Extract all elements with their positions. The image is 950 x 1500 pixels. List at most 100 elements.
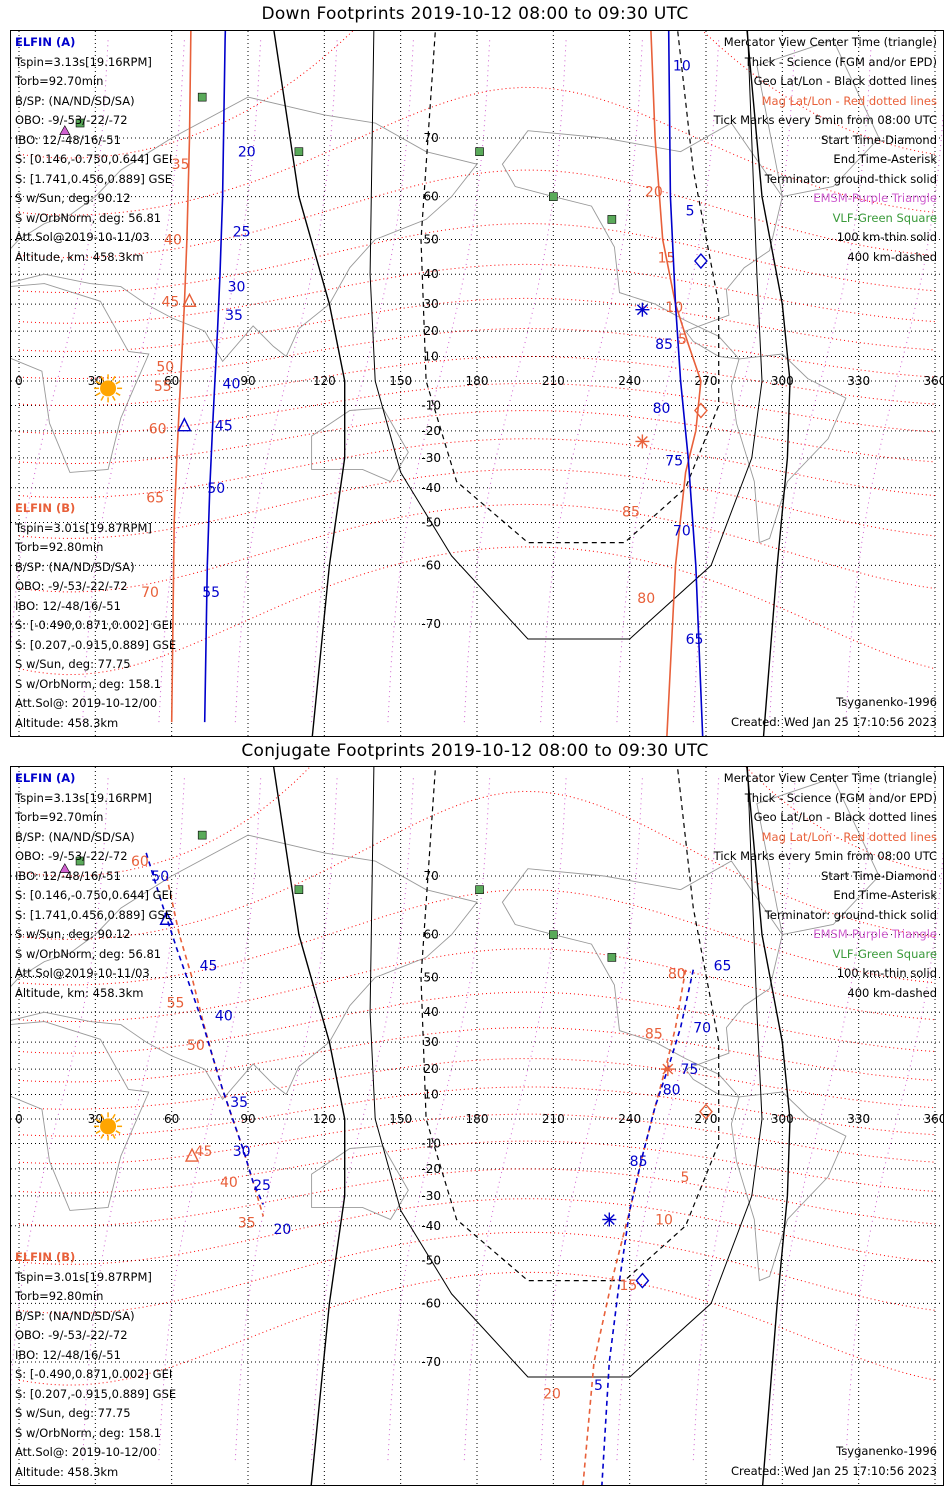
elfin-a-text: ELFIN (A) Tspin=3.13s[19.16RPM] Torb=92.70…	[15, 769, 172, 1003]
tick-label: 70	[141, 585, 159, 601]
vlf-green-square	[607, 953, 617, 962]
info-line: Tspin=3.13s[19.16RPM]	[15, 790, 152, 805]
legend-text: Mercator View Center Time (triangle) Thic…	[714, 33, 937, 267]
info-line: 400 km-dashed	[847, 985, 937, 1000]
lon-label: 330	[847, 374, 870, 388]
tick-label: 85	[645, 1026, 663, 1042]
start-diamond-b	[699, 1103, 713, 1120]
tick-label: 5	[594, 1378, 603, 1394]
lon-label: 180	[466, 374, 489, 388]
tick-label: 55	[167, 995, 185, 1011]
tick-label: 20	[543, 1387, 561, 1403]
mag-meridian	[158, 777, 262, 1461]
tick-label: 20	[238, 145, 256, 161]
tick-label: 60	[131, 854, 149, 870]
mag-parallel	[18, 1168, 936, 1227]
info-line: Altitude, km: 458.3km	[15, 249, 144, 264]
sun-icon	[94, 374, 123, 403]
coastlines	[11, 39, 880, 544]
tick-label: 35	[172, 157, 190, 173]
lat-label: 60	[424, 190, 439, 204]
sun-ray	[100, 375, 105, 381]
info-line: B/SP: (NA/ND/SD/SA)	[15, 93, 135, 108]
info-line: Mercator View Center Time (triangle)	[723, 771, 937, 785]
tick-label: 30	[233, 1144, 251, 1160]
lon-label: 330	[847, 1112, 870, 1126]
orbit-elfin-b-west-ticks: 60 55 50 45 40 35	[131, 854, 256, 1232]
sun-ray	[115, 392, 121, 396]
lon-label: 240	[618, 1112, 641, 1126]
mag-meridian	[463, 39, 567, 723]
lon-label: 60	[164, 374, 179, 388]
sun-ray	[95, 1130, 101, 1134]
satellite-name: ELFIN (A)	[15, 35, 76, 49]
panel-1-title: Down Footprints 2019-10-12 08:00 to 09:3…	[261, 4, 689, 24]
continent-outline	[501, 860, 847, 1282]
info-line: S: [-0.490,0.871,0.002] GEI	[15, 1367, 173, 1381]
info-line: S: [0.146,-0.750,0.644] GEI	[15, 888, 173, 902]
vlf-green-square	[197, 92, 207, 102]
lat-label: -50	[421, 1253, 441, 1267]
sun-ray	[111, 395, 116, 401]
info-line: S: [1.741,0.456,0.889] GSE	[15, 171, 173, 186]
mag-meridian	[11, 39, 109, 652]
continent-outline	[11, 1021, 150, 1211]
legend-text: Mercator View Center Time (triangle) Thic…	[714, 769, 937, 1003]
tick-label: 35	[230, 1095, 248, 1111]
info-line: Mercator View Center Time (triangle)	[723, 35, 937, 49]
orbit-elfin-a-east-ticks: 10 5 85 80 75 70 65	[653, 59, 704, 648]
mag-meridian	[540, 39, 643, 723]
sun-ray	[95, 380, 101, 385]
lat-label: -40	[421, 1219, 441, 1233]
tick-label: 75	[681, 1062, 699, 1078]
info-line: End Time-Asterisk	[833, 152, 937, 166]
info-line: Geo Lat/Lon - Black dotted lines	[753, 810, 937, 824]
tick-label: 50	[151, 869, 169, 885]
center-time-triangle-a	[159, 910, 174, 925]
mag-parallel	[18, 1027, 936, 1083]
lon-label: 0	[15, 1112, 23, 1126]
info-line: Tsyganenko-1996	[836, 1444, 937, 1458]
panel-down-footprints: 0306090120150180210240270300330360706050…	[10, 30, 944, 737]
mag-meridian	[769, 777, 872, 1461]
tick-label: 85	[655, 337, 673, 353]
info-line: B/SP: (NA/ND/SD/SA)	[15, 1308, 135, 1323]
tick-label: 80	[668, 967, 686, 983]
info-line: Terminator: ground-thick solid	[764, 907, 937, 922]
vlf-green-square	[549, 192, 558, 201]
mag-parallel	[18, 31, 936, 159]
sun-disc	[100, 1118, 117, 1135]
terminator-ground-west	[273, 31, 346, 736]
info-line: OBO: -9/-53/-22/-72	[15, 579, 128, 593]
info-line: Att.Sol@2019-10-11/03	[15, 966, 150, 980]
lat-label: 20	[424, 324, 439, 338]
tick-label: 5	[681, 1170, 690, 1186]
info-line: Tspin=3.01s[19.87RPM]	[15, 520, 152, 535]
vlf-green-square	[607, 215, 617, 224]
tick-label: 50	[156, 359, 174, 375]
mag-meridian	[311, 777, 414, 1461]
asterisk-stroke	[603, 1214, 615, 1225]
tick-label: 40	[215, 1008, 233, 1024]
center-time-triangle-a	[177, 417, 192, 432]
sun-ray	[95, 392, 101, 396]
info-line: 400 km-dashed	[847, 249, 937, 264]
continent-outline	[11, 96, 478, 363]
map-down-footprints: 0306090120150180210240270300330360706050…	[11, 31, 943, 736]
tick-label: 40	[164, 233, 182, 249]
mag-parallel	[18, 223, 936, 293]
lon-label: 300	[771, 1112, 794, 1126]
orbit-elfin-a-west-ticks: 20 25 30 35 40 45 50 55	[202, 145, 255, 601]
emsm-purple-triangle	[59, 125, 71, 136]
orbit-elfin-a-west-ticks: 50 45 40 35 30 25 20	[151, 869, 291, 1238]
terminator-400km	[420, 31, 720, 544]
lon-label: 90	[240, 374, 255, 388]
center-time-triangle-b	[182, 292, 197, 307]
info-line: Tick Marks every 5min from 08:00 UTC	[713, 113, 937, 127]
info-line: Altitude: 458.3km	[15, 1464, 119, 1479]
terminator-ground-east	[746, 767, 791, 1485]
info-line: B/SP: (NA/ND/SD/SA)	[15, 559, 135, 574]
info-line: S: [1.741,0.456,0.889] GSE	[15, 907, 173, 922]
tick-label: 55	[154, 379, 172, 395]
asterisk-stroke	[636, 304, 648, 316]
